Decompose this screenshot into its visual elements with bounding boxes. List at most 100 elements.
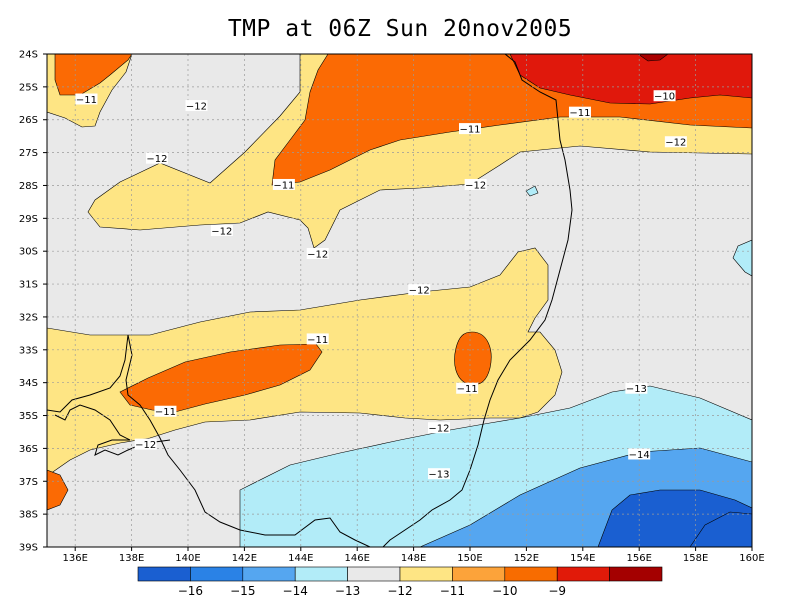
- lat-tick-label: 27S: [19, 148, 38, 159]
- field-orange-middle-right: [454, 331, 492, 385]
- contour-label-bg: [568, 106, 591, 118]
- lon-tick-label: 142E: [232, 553, 257, 564]
- map-title: TMP at 06Z Sun 20nov2005: [227, 16, 573, 42]
- lat-tick-label: 34S: [19, 378, 38, 389]
- lat-tick-label: 38S: [19, 510, 38, 521]
- colorbar-swatch: [399, 566, 453, 582]
- contour-label: −12: [665, 138, 686, 149]
- colorbar-label: −12: [387, 584, 412, 598]
- colorbar: −16 −15 −14 −13 −12 −11 −10 −9: [137, 566, 663, 598]
- colorbar-swatch: [294, 566, 348, 582]
- colorbar-swatch: [242, 566, 296, 582]
- contour-label: −11: [569, 108, 590, 119]
- contour-label-bg: [75, 93, 98, 105]
- gridlines: [47, 54, 752, 547]
- contour-label-bg: [464, 178, 487, 190]
- contour-label-bg: [628, 448, 651, 460]
- contour-label-bg: [306, 247, 329, 259]
- lat-tick-label: 39S: [19, 543, 38, 554]
- colorbar-swatch: [556, 566, 610, 582]
- colorbar-swatch: [452, 566, 506, 582]
- contour-label-bg: [306, 333, 329, 345]
- lon-tick-label: 144E: [288, 553, 313, 564]
- colorbar-label: −11: [440, 584, 465, 598]
- lon-tick-label: 148E: [401, 553, 426, 564]
- contour-label: −11: [459, 125, 480, 136]
- contour-label: −11: [457, 384, 478, 395]
- colorbar-label: −13: [335, 584, 360, 598]
- contour-label: −12: [186, 102, 207, 113]
- field-orange-leftedge: [47, 469, 69, 511]
- map-frame: [46, 53, 753, 548]
- field-darkred-upper: [637, 54, 669, 62]
- contour-label: −12: [211, 226, 232, 237]
- lat-tick-label: 29S: [19, 214, 38, 225]
- lon-tick-label: 150E: [457, 553, 482, 564]
- contour-label-bg: [427, 422, 450, 434]
- contour-label: −10: [654, 92, 675, 103]
- contour-label-bg: [185, 100, 208, 112]
- field-red-upper: [509, 54, 752, 105]
- lon-tick-label: 156E: [626, 553, 651, 564]
- contour-label-bg: [145, 152, 168, 164]
- colorbar-label: −14: [283, 584, 308, 598]
- contour-label-bg: [456, 382, 479, 394]
- colorbar-label: −15: [230, 584, 255, 598]
- contour-label-bg: [459, 123, 481, 135]
- lat-tick-label: 28S: [19, 181, 38, 192]
- lon-axis-labels: 136E 138E 140E 142E 144E 146E 148E 150E 152E 154E…: [62, 547, 765, 564]
- lon-tick-label: 154E: [570, 553, 595, 564]
- lon-tick-label: 160E: [739, 553, 764, 564]
- lat-tick-label: 24S: [19, 50, 38, 61]
- colorbar-swatch: [504, 566, 558, 582]
- colorbar-label: −9: [548, 584, 566, 598]
- colorbar-swatch: [347, 566, 401, 582]
- lat-tick-label: 26S: [19, 115, 38, 126]
- contour-label-bg: [664, 136, 687, 148]
- contour-label-bg: [272, 178, 295, 190]
- coastline-east: [382, 54, 573, 547]
- contour-label: −11: [307, 335, 328, 346]
- lon-tick-label: 158E: [683, 553, 708, 564]
- contour-label-bg: [210, 224, 233, 236]
- colorbar-swatch: [190, 566, 244, 582]
- colorbar-label: −16: [178, 584, 203, 598]
- colorbar-label: −10: [492, 584, 517, 598]
- field-orange-topleft: [54, 54, 133, 96]
- lon-tick-label: 140E: [175, 553, 200, 564]
- contour-label-bg: [134, 438, 157, 450]
- lat-tick-label: 30S: [19, 247, 38, 258]
- lat-tick-label: 37S: [19, 477, 38, 488]
- lat-axis-labels: 24S 25S 26S 27S 28S 29S 30S 31S 32S 33S 34S 35S 36S 3…: [19, 50, 47, 554]
- contour-label: −12: [307, 249, 328, 260]
- field-lightblue-right: [732, 239, 752, 277]
- lat-tick-label: 32S: [19, 312, 38, 323]
- contour-label: −12: [135, 440, 156, 451]
- lat-tick-label: 31S: [19, 280, 38, 291]
- lon-tick-label: 146E: [344, 553, 369, 564]
- lon-tick-label: 136E: [62, 553, 87, 564]
- contour-label-bg: [427, 468, 450, 480]
- contour-label: −12: [428, 424, 449, 435]
- contour-label-bg: [154, 405, 177, 417]
- colorbar-swatch: [137, 566, 191, 582]
- contour-label: −12: [146, 154, 167, 165]
- contour-label: −12: [409, 286, 430, 297]
- lon-tick-label: 138E: [119, 553, 144, 564]
- lat-tick-label: 35S: [19, 411, 38, 422]
- contour-label: −12: [465, 180, 486, 191]
- filled-contours: [47, 54, 752, 547]
- field-lightblue-small: [525, 185, 539, 197]
- contour-labels: −11 −12 −11 −11 −10 −12 −12 −11 −12 −12 −12 −12 −11 −…: [75, 90, 687, 481]
- field-darkblue-corner: [689, 511, 752, 547]
- contour-label: −13: [428, 470, 449, 481]
- lat-tick-label: 25S: [19, 82, 38, 93]
- coastline-south: [47, 334, 371, 547]
- colorbar-swatch: [609, 566, 663, 582]
- lat-tick-label: 36S: [19, 444, 38, 455]
- contour-label-bg: [653, 90, 676, 102]
- contour-label: −14: [629, 450, 650, 461]
- contour-label: −11: [155, 407, 176, 418]
- contour-label: −11: [273, 180, 294, 191]
